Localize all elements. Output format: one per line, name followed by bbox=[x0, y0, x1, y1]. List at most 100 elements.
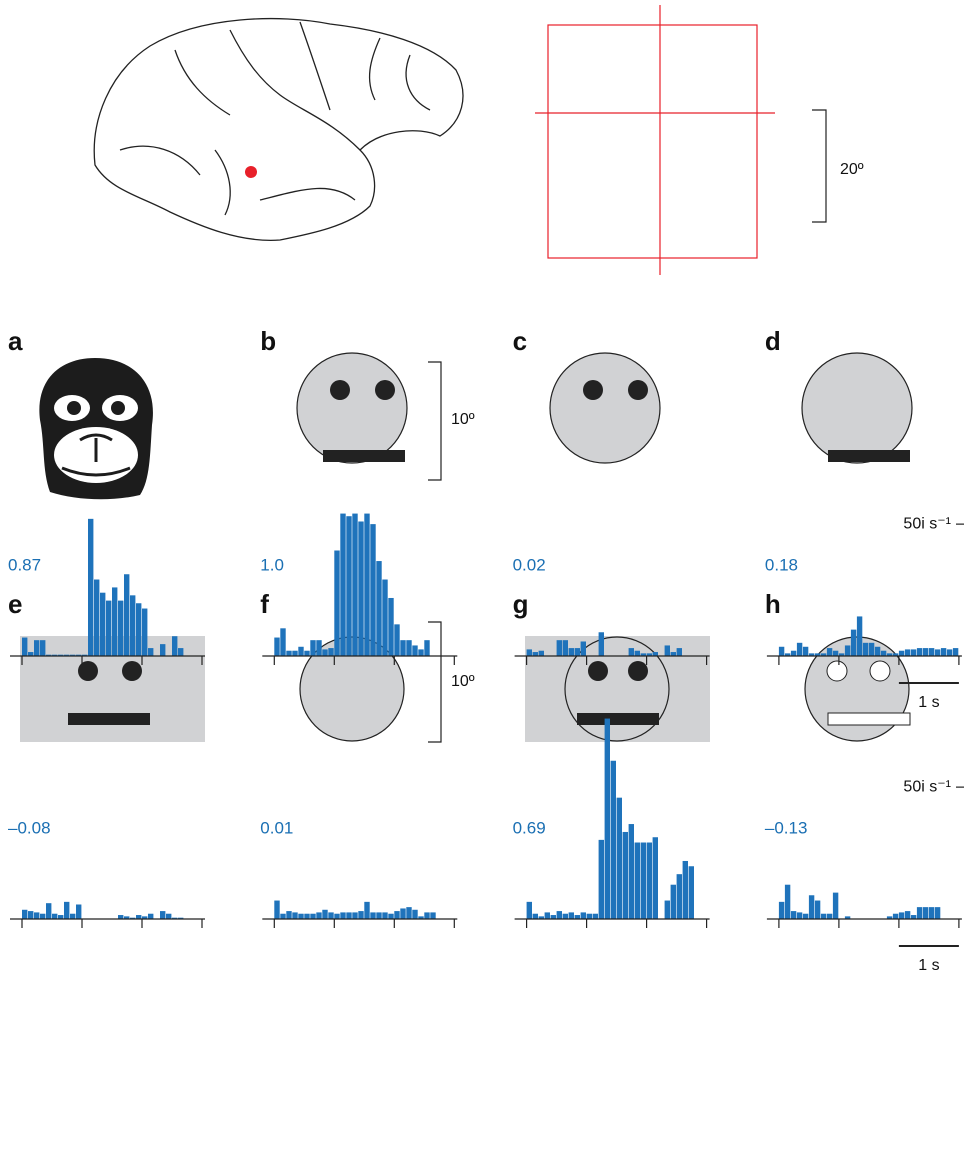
bar bbox=[394, 911, 399, 919]
bar bbox=[689, 866, 694, 919]
panel-letter: b bbox=[260, 326, 276, 356]
bar bbox=[406, 907, 411, 919]
face-d bbox=[802, 353, 912, 463]
bar bbox=[845, 645, 850, 656]
bar bbox=[310, 640, 315, 656]
bar bbox=[791, 911, 796, 919]
panel-letter: a bbox=[8, 326, 23, 356]
bar bbox=[304, 914, 309, 919]
bar bbox=[557, 640, 562, 656]
bar bbox=[178, 648, 183, 656]
bar bbox=[412, 645, 417, 656]
bar bbox=[593, 914, 598, 919]
bar bbox=[148, 648, 153, 656]
bar bbox=[629, 824, 634, 919]
rate-scale-label: 50i s⁻¹ bbox=[903, 778, 951, 795]
panel-letter: g bbox=[513, 589, 529, 619]
bar bbox=[527, 649, 532, 656]
bar bbox=[376, 912, 381, 919]
bar bbox=[334, 914, 339, 919]
bar bbox=[94, 580, 99, 656]
scale-label: 10º bbox=[451, 411, 475, 428]
bar bbox=[124, 574, 129, 656]
bar bbox=[352, 514, 357, 656]
bar bbox=[328, 648, 333, 656]
bar bbox=[34, 640, 39, 656]
bar bbox=[70, 914, 75, 919]
bar bbox=[274, 901, 279, 919]
scale-label: 20º bbox=[840, 161, 864, 178]
bar bbox=[34, 912, 39, 919]
bar bbox=[647, 843, 652, 919]
correlation: –0.13 bbox=[765, 818, 808, 837]
bar bbox=[142, 609, 147, 656]
bar bbox=[893, 914, 898, 919]
bar bbox=[569, 912, 574, 919]
face-b bbox=[297, 353, 407, 463]
bar bbox=[352, 912, 357, 919]
panel-letter: c bbox=[513, 326, 527, 356]
bar bbox=[346, 516, 351, 656]
bar bbox=[280, 628, 285, 656]
correlation: 0.02 bbox=[513, 555, 546, 574]
bar bbox=[917, 648, 922, 656]
bar bbox=[112, 587, 117, 656]
figure: 20º 10º 10º bbox=[0, 0, 969, 1167]
correlation: 0.18 bbox=[765, 555, 798, 574]
bar bbox=[929, 907, 934, 919]
bar bbox=[923, 648, 928, 656]
bar bbox=[118, 601, 123, 656]
bar bbox=[869, 643, 874, 656]
bar bbox=[905, 911, 910, 919]
bar bbox=[328, 912, 333, 919]
bar bbox=[653, 837, 658, 919]
bar bbox=[797, 643, 802, 656]
bar bbox=[809, 895, 814, 919]
correlation: 0.69 bbox=[513, 818, 546, 837]
bar bbox=[533, 914, 538, 919]
bar bbox=[358, 911, 363, 919]
bar bbox=[40, 914, 45, 919]
bar bbox=[827, 648, 832, 656]
bar bbox=[527, 902, 532, 919]
bar bbox=[785, 885, 790, 919]
bar bbox=[563, 640, 568, 656]
rate-scale-label: 50i s⁻¹ bbox=[903, 515, 951, 532]
bar bbox=[629, 648, 634, 656]
bar bbox=[863, 643, 868, 656]
bar bbox=[364, 514, 369, 656]
bar bbox=[935, 907, 940, 919]
bar bbox=[911, 649, 916, 656]
bar bbox=[274, 638, 279, 656]
bar bbox=[334, 551, 339, 657]
bar bbox=[424, 640, 429, 656]
bar bbox=[875, 647, 880, 656]
correlation: 0.87 bbox=[8, 555, 41, 574]
bar bbox=[677, 874, 682, 919]
bar bbox=[370, 524, 375, 656]
bar bbox=[400, 908, 405, 919]
face-c bbox=[550, 353, 660, 463]
bar bbox=[370, 912, 375, 919]
bar bbox=[64, 902, 69, 919]
correlation: 0.01 bbox=[260, 818, 293, 837]
bar bbox=[28, 911, 33, 919]
bar bbox=[569, 648, 574, 656]
bar bbox=[22, 638, 27, 656]
bar bbox=[166, 914, 171, 919]
bar bbox=[833, 893, 838, 919]
bar bbox=[635, 651, 640, 656]
receptive-field bbox=[535, 5, 775, 275]
bar bbox=[100, 593, 105, 656]
bar bbox=[310, 914, 315, 919]
bar bbox=[857, 616, 862, 656]
bar bbox=[581, 641, 586, 656]
bar bbox=[599, 840, 604, 919]
bar bbox=[797, 912, 802, 919]
time-scale-label: 1 s bbox=[918, 957, 939, 974]
bar bbox=[581, 912, 586, 919]
panel-letter: f bbox=[260, 589, 269, 619]
bar bbox=[364, 902, 369, 919]
bar bbox=[376, 561, 381, 656]
bar bbox=[88, 519, 93, 656]
